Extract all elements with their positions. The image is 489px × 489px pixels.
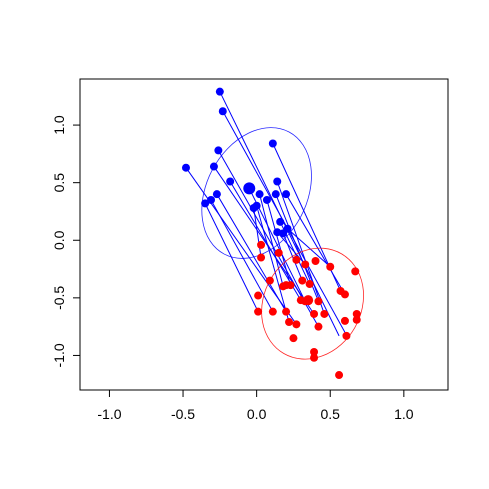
group-b-centroid [303,295,314,306]
group-a-point [226,177,235,186]
group-b-point [265,276,274,285]
y-tick-label: -1.0 [51,343,67,367]
group-b-point [310,309,319,318]
group-a-centroid [243,182,256,195]
group-b-point [292,255,301,264]
group-b-point [340,290,349,299]
group-b-point [351,267,360,276]
x-tick-label: 0.0 [247,406,267,422]
group-a-point [201,199,210,208]
group-b-point [257,253,266,262]
group-b-point [274,248,283,257]
group-a-point [273,177,282,186]
group-b-point [311,256,320,265]
group-b-point [335,371,344,380]
group-b-point [320,309,329,318]
group-a-point [262,195,271,204]
link-line [213,166,315,315]
x-tick-label: -0.5 [171,406,195,422]
group-b-point [254,291,263,300]
group-centroids [243,182,314,306]
link-line [216,193,287,312]
group-a-point [215,87,224,96]
group-b-point [285,318,294,327]
y-tick-label: 0.5 [51,173,67,193]
group-a-point [249,204,258,213]
group-a-point [209,162,218,171]
group-a-point [283,224,292,233]
group-b-point [342,331,351,340]
x-tick-label: -1.0 [97,406,121,422]
link-line [256,205,290,323]
group-a-point [207,195,216,204]
group-b-point [310,347,319,356]
link-line [276,231,306,265]
y-axis: -1.0 -0.5 0.0 0.5 1.0 [51,115,81,368]
link-line [259,194,284,287]
group-a-point [276,217,285,226]
group-a-point [255,190,264,199]
link-line [285,193,346,295]
group-b-point [305,280,314,289]
group-a-point [268,139,277,148]
x-tick-label: 1.0 [394,406,414,422]
link-line [253,207,262,258]
group-b-point [314,297,323,306]
group-b-point [286,281,295,290]
group-b-point [314,322,323,331]
group-b-point [326,262,335,271]
group-a-point [212,190,221,199]
group-a-point [271,190,280,199]
link-lines [185,91,346,337]
group-b-point [301,260,310,269]
link-line [287,228,331,268]
group-b-point [352,309,361,318]
group-b-point [282,307,291,316]
x-axis: -1.0 -0.5 0.0 0.5 1.0 [97,389,414,422]
group-b-point [279,282,288,291]
group-a-point [282,190,291,199]
link-line [210,199,274,312]
group-b-point [268,307,277,316]
group-b-point [254,307,263,316]
y-tick-label: 0.0 [51,230,67,250]
y-tick-label: 1.0 [51,115,67,135]
group-b-point [289,334,298,343]
group-b-point [298,276,307,285]
group-b-point [340,316,349,325]
group-b-point [310,353,319,362]
y-tick-label: -0.5 [51,286,67,310]
link-line [204,203,259,312]
group-b-point [257,240,266,249]
group-b-point [352,315,361,324]
group-a-point [214,146,223,155]
link-line [282,233,303,281]
link-line [276,181,325,315]
group-b-point [292,320,301,329]
link-line [266,199,291,286]
group-a-point [273,228,282,237]
group-a-point [181,163,190,172]
group-b-points [254,240,361,380]
x-tick-label: 0.5 [321,406,341,422]
group-a-point [218,107,227,116]
group-a-points [181,87,292,238]
